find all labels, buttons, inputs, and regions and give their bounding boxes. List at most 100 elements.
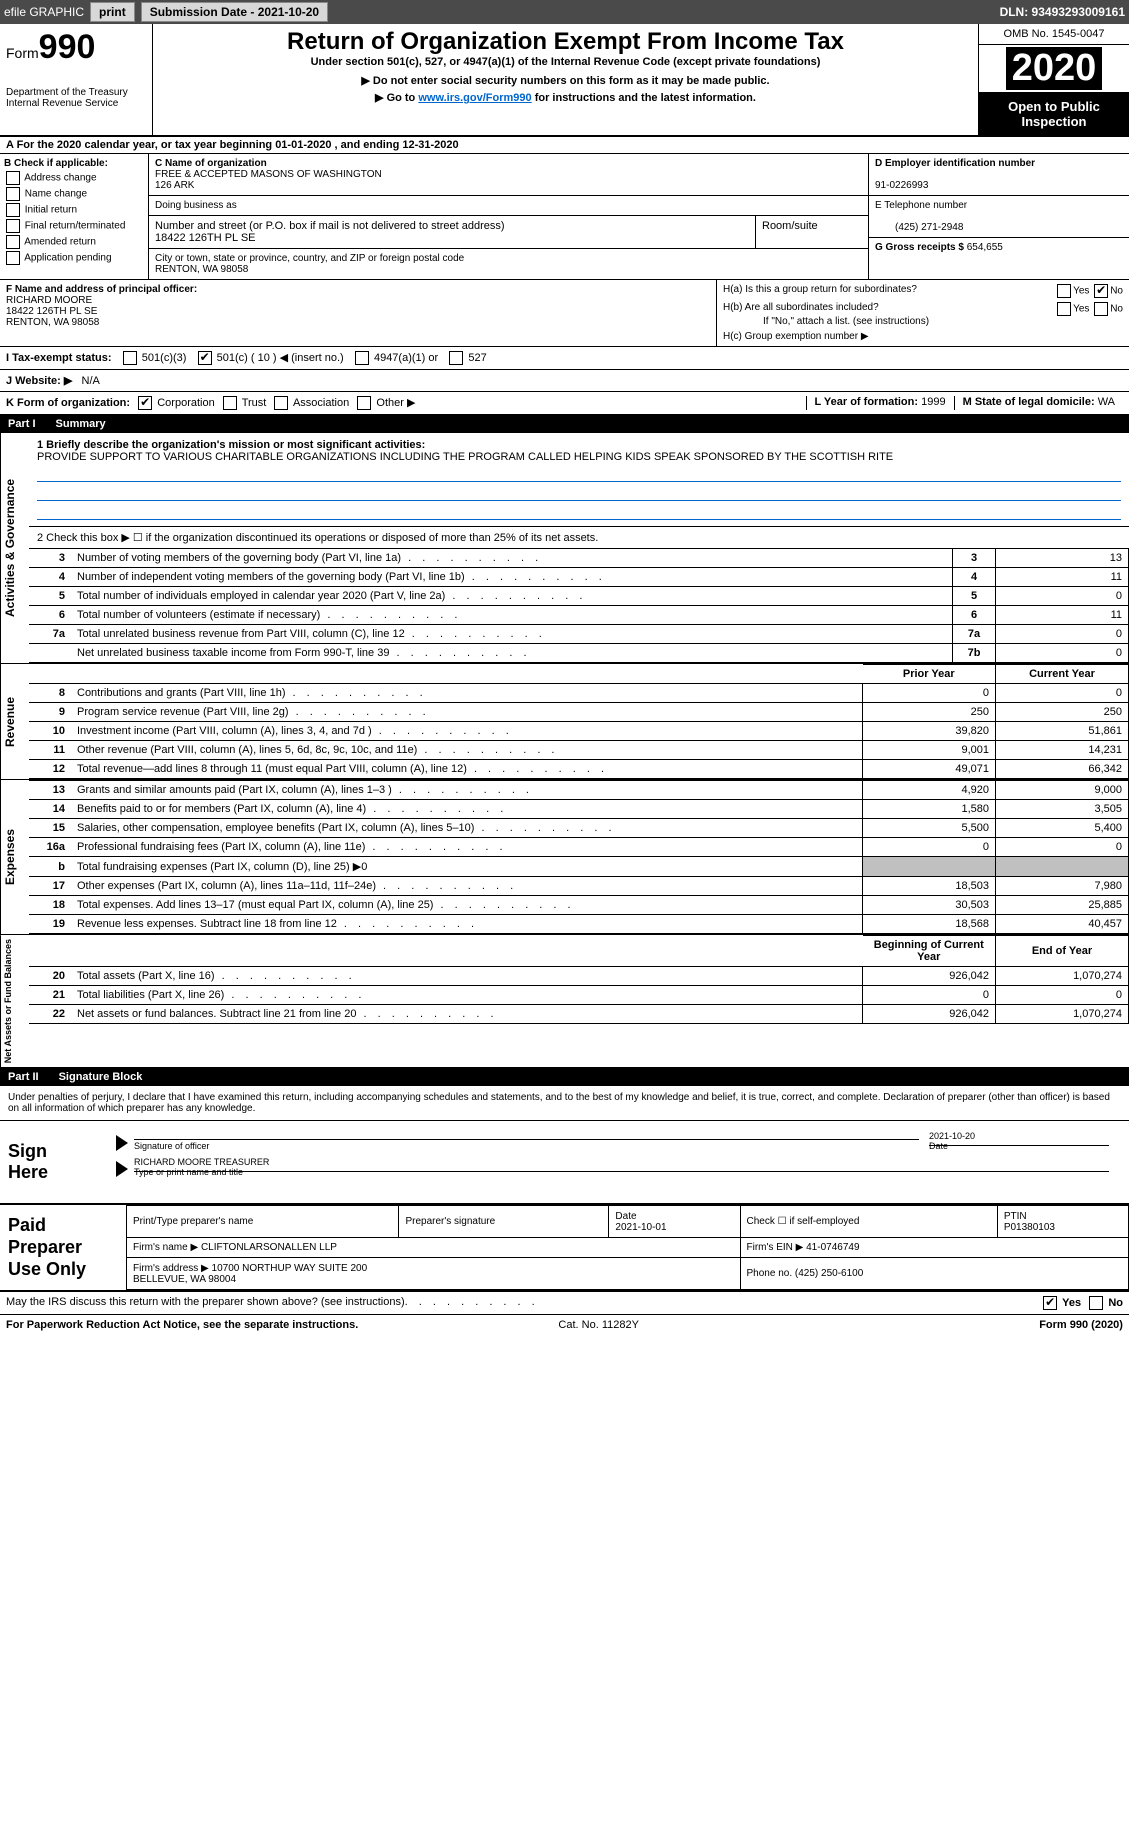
gross-receipts: 654,655 xyxy=(967,242,1003,253)
arrow-icon xyxy=(116,1135,128,1151)
row-fh: F Name and address of principal officer:… xyxy=(0,280,1129,347)
ptin-value: P01380103 xyxy=(1004,1222,1055,1233)
paid-preparer-label: Paid Preparer Use Only xyxy=(0,1205,126,1290)
org-name: FREE & ACCEPTED MASONS OF WASHINGTON 126… xyxy=(155,169,382,191)
firm-ein: 41-0746749 xyxy=(806,1242,859,1253)
cb-address-change[interactable]: Address change xyxy=(4,171,144,185)
col-de: D Employer identification number 91-0226… xyxy=(868,154,1129,279)
ein-value: 91-0226993 xyxy=(875,180,928,191)
print-button[interactable]: print xyxy=(90,2,135,22)
efile-label: efile GRAPHIC xyxy=(4,5,84,19)
tab-governance: Activities & Governance xyxy=(0,433,29,663)
submission-date: Submission Date - 2021-10-20 xyxy=(141,2,328,22)
website-value: N/A xyxy=(82,375,100,387)
officer-name-field: RICHARD MOORE TREASURER Type or print na… xyxy=(134,1171,1109,1177)
cb-corp[interactable] xyxy=(138,396,152,410)
sig-date-field: 2021-10-20 Date xyxy=(929,1145,1109,1151)
firm-name: CLIFTONLARSONALLEN LLP xyxy=(201,1242,337,1253)
cb-527[interactable] xyxy=(449,351,463,365)
cb-trust[interactable] xyxy=(223,396,237,410)
row-j: J Website: ▶ N/A xyxy=(0,370,1129,392)
governance-block: Activities & Governance 1 Briefly descri… xyxy=(0,433,1129,664)
netassets-block: Net Assets or Fund Balances Beginning of… xyxy=(0,935,1129,1068)
tab-expenses: Expenses xyxy=(0,780,29,934)
room-suite: Room/suite xyxy=(756,216,868,248)
mission: 1 Briefly describe the organization's mi… xyxy=(29,433,1129,527)
ha-yesno[interactable]: Yes No xyxy=(1055,284,1123,298)
arrow-icon xyxy=(116,1161,128,1177)
perjury-text: Under penalties of perjury, I declare th… xyxy=(0,1086,1129,1121)
cb-501c[interactable] xyxy=(198,351,212,365)
tab-revenue: Revenue xyxy=(0,664,29,779)
phone-value: (425) 271-2948 xyxy=(895,222,963,233)
block-bc: B Check if applicable: Address change Na… xyxy=(0,154,1129,280)
city-row: City or town, state or province, country… xyxy=(149,249,868,279)
form990-link[interactable]: www.irs.gov/Form990 xyxy=(418,92,531,104)
revenue-block: Revenue Prior YearCurrent Year8Contribut… xyxy=(0,664,1129,780)
form-note1: ▶ Do not enter social security numbers o… xyxy=(159,74,972,87)
box-b-label: B Check if applicable: xyxy=(4,158,108,169)
year-formation: 1999 xyxy=(921,396,945,408)
org-name-row: C Name of organization FREE & ACCEPTED M… xyxy=(149,154,868,196)
cb-application-pending[interactable]: Application pending xyxy=(4,251,144,265)
part2-header: Part II Signature Block xyxy=(0,1068,1129,1086)
discuss-yesno[interactable]: Yes No xyxy=(1041,1296,1123,1310)
officer-name: RICHARD MOORE xyxy=(6,295,92,306)
cb-4947[interactable] xyxy=(355,351,369,365)
sign-here-label: Sign Here xyxy=(0,1121,96,1203)
sign-block: Sign Here Signature of officer 2021-10-2… xyxy=(0,1121,1129,1205)
governance-table: 3Number of voting members of the governi… xyxy=(29,548,1129,663)
row-i: I Tax-exempt status: 501(c)(3) 501(c) ( … xyxy=(0,347,1129,370)
group-return: H(a) Is this a group return for subordin… xyxy=(716,280,1129,346)
sig-officer-field[interactable]: Signature of officer xyxy=(134,1139,919,1151)
form-note2: ▶ Go to www.irs.gov/Form990 for instruct… xyxy=(159,91,972,104)
netassets-table: Beginning of Current YearEnd of Year20To… xyxy=(29,935,1129,1024)
gross-receipts-box: G Gross receipts $ 654,655 xyxy=(869,238,1129,257)
tab-netassets: Net Assets or Fund Balances xyxy=(0,935,29,1067)
top-bar: efile GRAPHIC print Submission Date - 20… xyxy=(0,0,1129,24)
firm-phone: (425) 250-6100 xyxy=(795,1268,863,1279)
part1-header: Part I Summary xyxy=(0,415,1129,433)
cb-501c3[interactable] xyxy=(123,351,137,365)
form-header: Form990 Department of the Treasury Inter… xyxy=(0,24,1129,137)
pra-notice: For Paperwork Reduction Act Notice, see … xyxy=(6,1319,358,1331)
form-footer: Form 990 (2020) xyxy=(1039,1319,1123,1331)
header-left: Form990 Department of the Treasury Inter… xyxy=(0,24,153,135)
expenses-block: Expenses 13Grants and similar amounts pa… xyxy=(0,780,1129,935)
dept-label: Department of the Treasury Internal Reve… xyxy=(6,87,146,109)
street-address: 18422 126TH PL SE xyxy=(155,232,256,244)
city-state-zip: RENTON, WA 98058 xyxy=(155,264,248,275)
ein-box: D Employer identification number 91-0226… xyxy=(869,154,1129,196)
cb-final-return[interactable]: Final return/terminated xyxy=(4,219,144,233)
col-c: C Name of organization FREE & ACCEPTED M… xyxy=(149,154,868,279)
line2: 2 Check this box ▶ ☐ if the organization… xyxy=(29,527,1129,548)
cb-name-change[interactable]: Name change xyxy=(4,187,144,201)
hb-yesno[interactable]: Yes No xyxy=(1055,302,1123,316)
paid-preparer-block: Paid Preparer Use Only Print/Type prepar… xyxy=(0,1205,1129,1292)
tax-year: 2020 xyxy=(1006,47,1103,90)
addr-row: Number and street (or P.O. box if mail i… xyxy=(149,216,756,248)
phone-box: E Telephone number (425) 271-2948 xyxy=(869,196,1129,238)
open-inspection: Open to Public Inspection xyxy=(979,93,1129,135)
section-a: A For the 2020 calendar year, or tax yea… xyxy=(0,137,1129,154)
col-b: B Check if applicable: Address change Na… xyxy=(0,154,149,279)
cb-initial-return[interactable]: Initial return xyxy=(4,203,144,217)
revenue-table: Prior YearCurrent Year8Contributions and… xyxy=(29,664,1129,779)
expenses-table: 13Grants and similar amounts paid (Part … xyxy=(29,780,1129,934)
header-mid: Return of Organization Exempt From Incom… xyxy=(153,24,978,135)
paid-preparer-table: Print/Type preparer's name Preparer's si… xyxy=(126,1205,1129,1290)
form-prefix: Form xyxy=(6,45,39,61)
cb-assoc[interactable] xyxy=(274,396,288,410)
form-subtitle: Under section 501(c), 527, or 4947(a)(1)… xyxy=(159,56,972,68)
state-domicile: WA xyxy=(1098,396,1115,408)
header-right: OMB No. 1545-0047 2020 Open to Public In… xyxy=(978,24,1129,135)
cb-other[interactable] xyxy=(357,396,371,410)
footer: For Paperwork Reduction Act Notice, see … xyxy=(0,1315,1129,1335)
dba-row: Doing business as xyxy=(149,196,868,216)
principal-officer: F Name and address of principal officer:… xyxy=(0,280,716,346)
form-number: 990 xyxy=(39,28,96,66)
discuss-row: May the IRS discuss this return with the… xyxy=(0,1292,1129,1315)
row-k: K Form of organization: Corporation Trus… xyxy=(0,392,1129,415)
omb-number: OMB No. 1545-0047 xyxy=(979,24,1129,45)
cb-amended-return[interactable]: Amended return xyxy=(4,235,144,249)
